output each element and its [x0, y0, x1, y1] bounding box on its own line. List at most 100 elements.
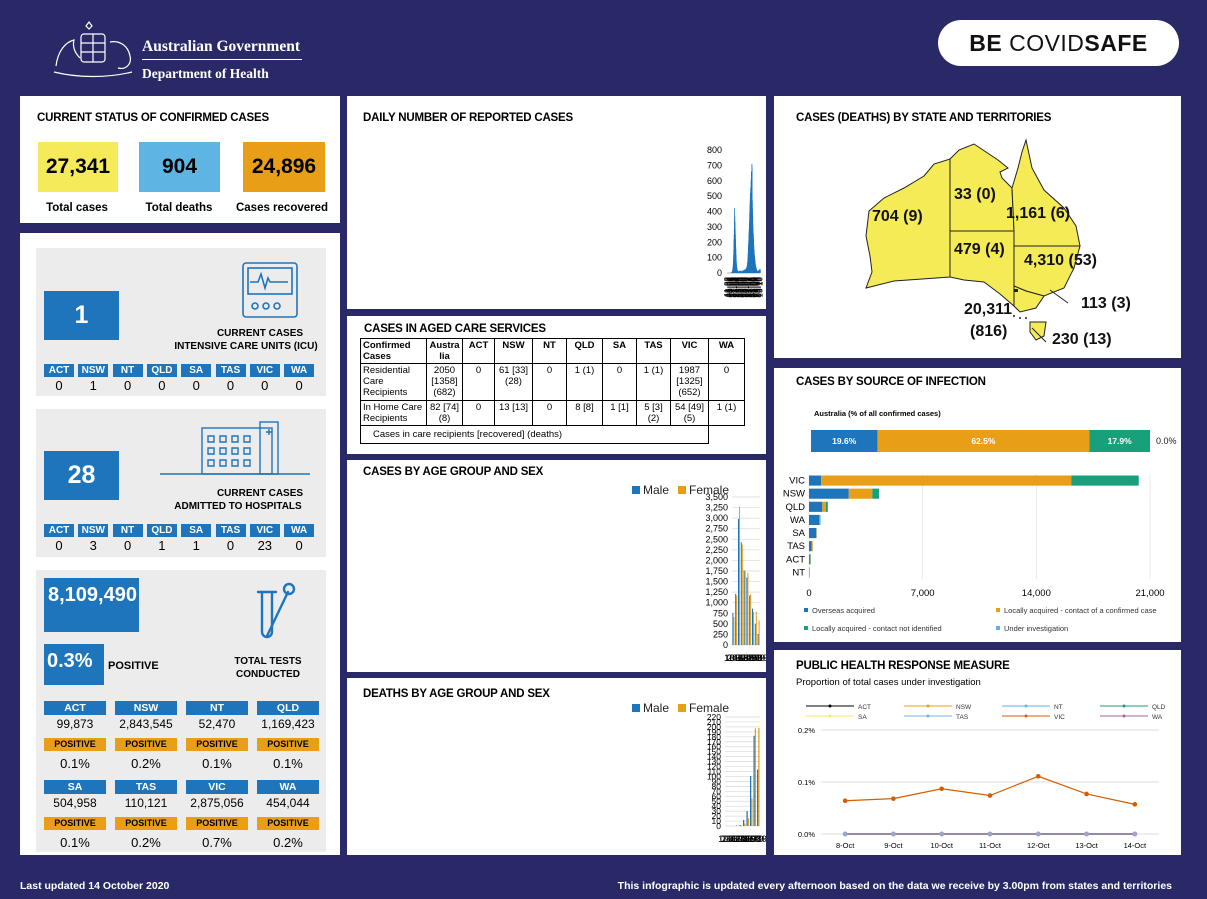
source-state-bar — [809, 488, 849, 499]
test-state-code-tas: TAS — [115, 780, 177, 794]
state-value-nsw: 3 — [89, 538, 97, 553]
y-tick-label: 0.2% — [798, 726, 815, 735]
x-tick-label: 30-39 — [730, 653, 754, 664]
legend-swatch — [996, 608, 1000, 612]
x-tick-label: 50-59 — [732, 834, 756, 845]
test-positive-badge: POSITIVE — [186, 817, 248, 830]
legend-label: Female — [689, 483, 729, 497]
map-label-nsw: 4,310 (53) — [1024, 252, 1097, 269]
series-point-wa — [939, 831, 945, 837]
dept-title: Department of Health — [142, 66, 269, 81]
x-tick-label: 15-09 — [752, 276, 761, 297]
y-tick-label: 160 — [707, 742, 721, 752]
source-state-bar — [819, 514, 821, 525]
source-pct-segment — [811, 430, 878, 452]
age-sex-chart: 02505007501,0001,2501,5001,7502,0002,250… — [632, 483, 766, 664]
state-value-vic: 23 — [257, 538, 273, 553]
test-state-code-wa: WA — [257, 780, 319, 794]
bar-female — [758, 727, 760, 826]
y-tick-label: TAS — [787, 541, 805, 552]
x-tick-label: 07-04 — [730, 276, 739, 297]
table-header: NSW — [494, 338, 533, 364]
table-cell: 61 [33] (28) — [494, 363, 533, 401]
y-tick-label: 110 — [707, 767, 721, 777]
y-tick-label: 2,500 — [705, 534, 728, 544]
y-tick-label: 150 — [707, 747, 721, 757]
x-tick-label: 01-09 — [750, 276, 759, 297]
source-state-bar — [1071, 475, 1139, 486]
y-tick-label: 180 — [707, 732, 721, 742]
table-header: WA — [708, 338, 745, 364]
legend-label: Locally acquired - contact not identifie… — [812, 624, 942, 633]
source-pct-label: 17.9% — [1108, 436, 1133, 446]
bar-male — [751, 608, 753, 645]
bar-female — [747, 818, 750, 826]
x-tick-label: 12-Oct — [1027, 841, 1050, 850]
x-tick-label: 80-89 — [743, 834, 766, 845]
series-point-wa — [1132, 831, 1138, 837]
gov-title: Australian Government — [142, 38, 301, 55]
legend-label: ACT — [858, 704, 871, 711]
source-state-bar — [811, 541, 813, 552]
table-header: VIC — [670, 338, 709, 364]
test-state-code-act: ACT — [44, 701, 106, 715]
state-code-qld: QLD — [146, 364, 177, 377]
total-cases-value: 27,341 — [38, 142, 118, 192]
test-state-positive-pct-act: 0.1% — [60, 756, 90, 771]
test-state-positive-pct-tas: 0.2% — [131, 835, 161, 850]
state-value-vic: 0 — [261, 378, 269, 393]
map-label-nt: 33 (0) — [954, 186, 996, 203]
legend-swatch — [804, 626, 808, 630]
x-tick-label: 11-Oct — [979, 841, 1002, 850]
age-title: CASES BY AGE GROUP AND SEX — [363, 466, 544, 478]
test-positive-badge: POSITIVE — [44, 817, 106, 830]
y-tick-label: 20 — [712, 811, 722, 821]
bar-female — [747, 572, 749, 645]
legend-swatch — [996, 626, 1000, 630]
legend-label: Female — [689, 701, 729, 715]
state-code-nt: NT — [112, 524, 143, 537]
table-cell: 1 (1) — [636, 363, 671, 401]
state-value-nt: 0 — [123, 538, 132, 553]
x-tick-label: 10-19 — [724, 653, 748, 664]
x-tick-label: 40-49 — [732, 653, 756, 664]
state-code-act: ACT — [44, 524, 74, 537]
x-tick-label: 80-89 — [744, 653, 766, 664]
map-title: CASES (DEATHS) BY STATE AND TERRITORIES — [796, 112, 1052, 124]
hospital-label-1: CURRENT CASES — [216, 488, 304, 499]
test-state-count-qld: 1,169,423 — [261, 717, 315, 731]
x-tick-label: 14-04 — [731, 276, 740, 297]
x-tick-label: 03-03 — [726, 276, 735, 297]
bar-male — [757, 634, 759, 645]
y-tick-label: 2,750 — [705, 524, 728, 534]
x-tick-label: 28-07 — [745, 276, 754, 297]
x-tick-label: 24-03 — [729, 276, 738, 297]
y-tick-label: 0 — [723, 640, 728, 650]
y-tick-label: 120 — [707, 762, 721, 772]
table-cell: 0 — [462, 400, 495, 426]
x-tick-label: 13-10 — [755, 276, 764, 297]
source-panel: CASES BY SOURCE OF INFECTION Australia (… — [774, 368, 1181, 642]
legend-label: SA — [858, 714, 867, 721]
source-pct-label: 0.0% — [1156, 436, 1177, 446]
source-state-bar — [809, 514, 820, 525]
x-tick-label: 10-Oct — [930, 841, 953, 850]
state-code-tas: TAS — [215, 524, 246, 537]
source-state-bar — [809, 554, 810, 565]
legend-label: NT — [1054, 704, 1063, 711]
state-value-wa: 0 — [295, 378, 303, 393]
bar-female — [755, 611, 757, 645]
legend-label: Under investigation — [1004, 624, 1068, 633]
table-header: NT — [532, 338, 567, 364]
table-cell: 5 [3] (2) — [636, 400, 671, 426]
test-positive-badge: POSITIVE — [115, 817, 177, 830]
test-state-count-vic: 2,875,056 — [190, 796, 244, 810]
y-tick-label: 1,250 — [705, 587, 728, 597]
series-point-vic — [987, 793, 993, 798]
aged-care-header-row: Confirmed Cases Austra lia ACT NSW NT QL… — [360, 338, 745, 364]
tests-total-value: 8,109,490 — [44, 578, 139, 632]
tests-positive-pct: 0.3% — [44, 644, 104, 685]
daily-panel: DAILY NUMBER OF REPORTED CASES 0 100 200 30… — [347, 96, 766, 309]
state-code-wa: WA — [284, 524, 315, 537]
table-cell: 54 [49] (5) — [670, 400, 709, 426]
